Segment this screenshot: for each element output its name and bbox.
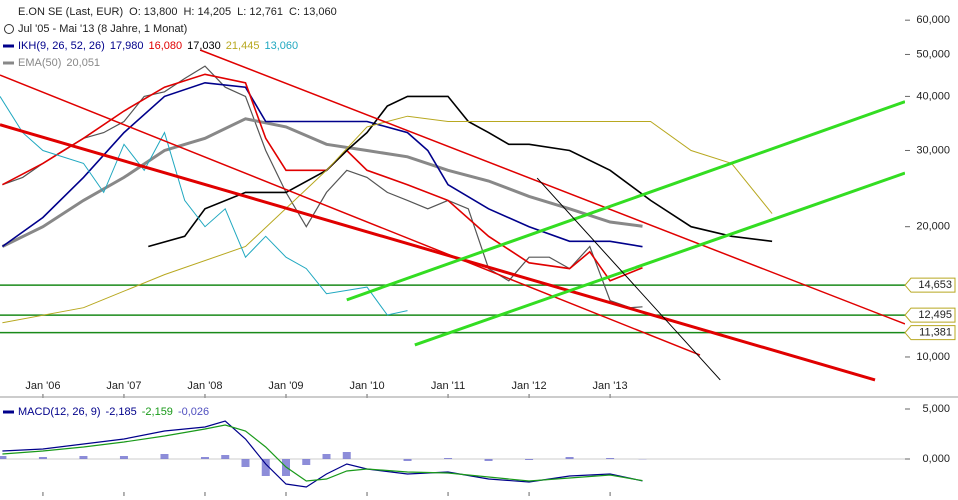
legend-name: IKH(9, 26, 52, 26) [18,40,105,52]
histogram-bar [241,459,250,467]
x-tick-label: Jan '11 [431,380,465,392]
histogram-bar [606,458,615,459]
price-plot [0,49,905,382]
y-tick-label: 5,000 [922,403,950,415]
series-line [1,81,643,248]
header-title: E.ON SE (Last, EUR) O: 13,800 H: 14,205 L: … [18,6,337,18]
histogram-bar [79,456,88,459]
series-line [2,424,643,482]
histogram-bar [160,454,169,459]
histogram-bar [38,457,47,459]
ohlc-value: C: 13,060 [289,6,337,18]
histogram-bar [342,452,351,459]
series-line [2,65,643,309]
series-line [1,117,643,248]
histogram-bar [119,456,128,459]
macd-legend: MACD(12, 26, 9) -2,185 -2,159 -0,026 [18,406,209,418]
series-line [2,420,643,488]
legend-name: EMA(50) [18,57,61,69]
x-tick-label: Jan '08 [187,380,222,392]
x-tick-label: Jan '09 [268,380,303,392]
level-tag [904,325,956,341]
legend-entry: IKH(9, 26, 52, 26) 17,980 16,080 17,030 21,4… [18,40,298,52]
instrument-name: E.ON SE (Last, EUR) [18,6,123,18]
y-tick-label: 10,000 [916,351,950,363]
histogram-bar [444,458,453,459]
histogram-bar [322,454,331,459]
header-subtitle: Jul '05 - Mai '13 (8 Jahre, 1 Monat) [18,23,187,35]
trendline [0,123,876,382]
y-tick-label: 50,000 [916,48,950,60]
histogram-bar [0,456,7,459]
y-tick-label: 40,000 [916,90,950,102]
legend-entry: EMA(50) 20,051 [18,57,100,69]
x-tick-label: Jan '12 [511,380,546,392]
legend-value: -2,159 [142,406,173,418]
histogram-bar [221,455,230,459]
legend-value: -2,185 [106,406,137,418]
legend-value: 17,980 [110,40,144,52]
x-tick-label: Jan '06 [25,380,60,392]
x-tick-label: Jan '13 [593,380,628,392]
series-line [0,96,408,316]
y-tick-label: 20,000 [916,221,950,233]
histogram-bar [525,459,534,460]
histogram-bar [302,459,311,465]
histogram-bar [200,457,209,459]
trendline [346,100,905,302]
y-tick-label: 30,000 [916,144,950,156]
trendline [199,49,905,325]
legend-name: MACD(12, 26, 9) [18,406,101,418]
histogram-bar [403,459,412,461]
y-tick-label: 60,000 [916,14,950,26]
histogram-bar [484,459,493,461]
legend-value: 17,030 [187,40,221,52]
level-tag [904,307,956,323]
level-label: 11,381 [919,327,952,339]
level-tag [904,277,956,293]
macd-plot [0,420,905,488]
ohlc-value: O: 13,800 [129,6,177,18]
histogram-bar [261,459,270,476]
level-label: 14,653 [918,279,952,291]
legend-value: 20,051 [66,57,100,69]
series-line [148,95,773,248]
trendline [536,177,721,381]
trendline [414,171,905,347]
series-line [2,115,773,324]
x-tick-label: Jan '07 [106,380,141,392]
legend-value: 21,445 [226,40,260,52]
x-tick-label: Jan '10 [349,380,384,392]
ohlc-value: H: 14,205 [183,6,231,18]
clock-icon [4,24,14,34]
ohlc-value: L: 12,761 [237,6,283,18]
legend-value: -0,026 [178,406,209,418]
legend-value: 16,080 [148,40,182,52]
trendline [0,74,701,356]
y-tick-label: 0,000 [922,453,950,465]
level-label: 12,495 [918,309,952,321]
histogram-bar [565,457,574,459]
overlay: 10,000 20,000 30,000 40,000 50,000 60,000 Jan … [3,6,956,496]
legend-value: 13,060 [264,40,298,52]
